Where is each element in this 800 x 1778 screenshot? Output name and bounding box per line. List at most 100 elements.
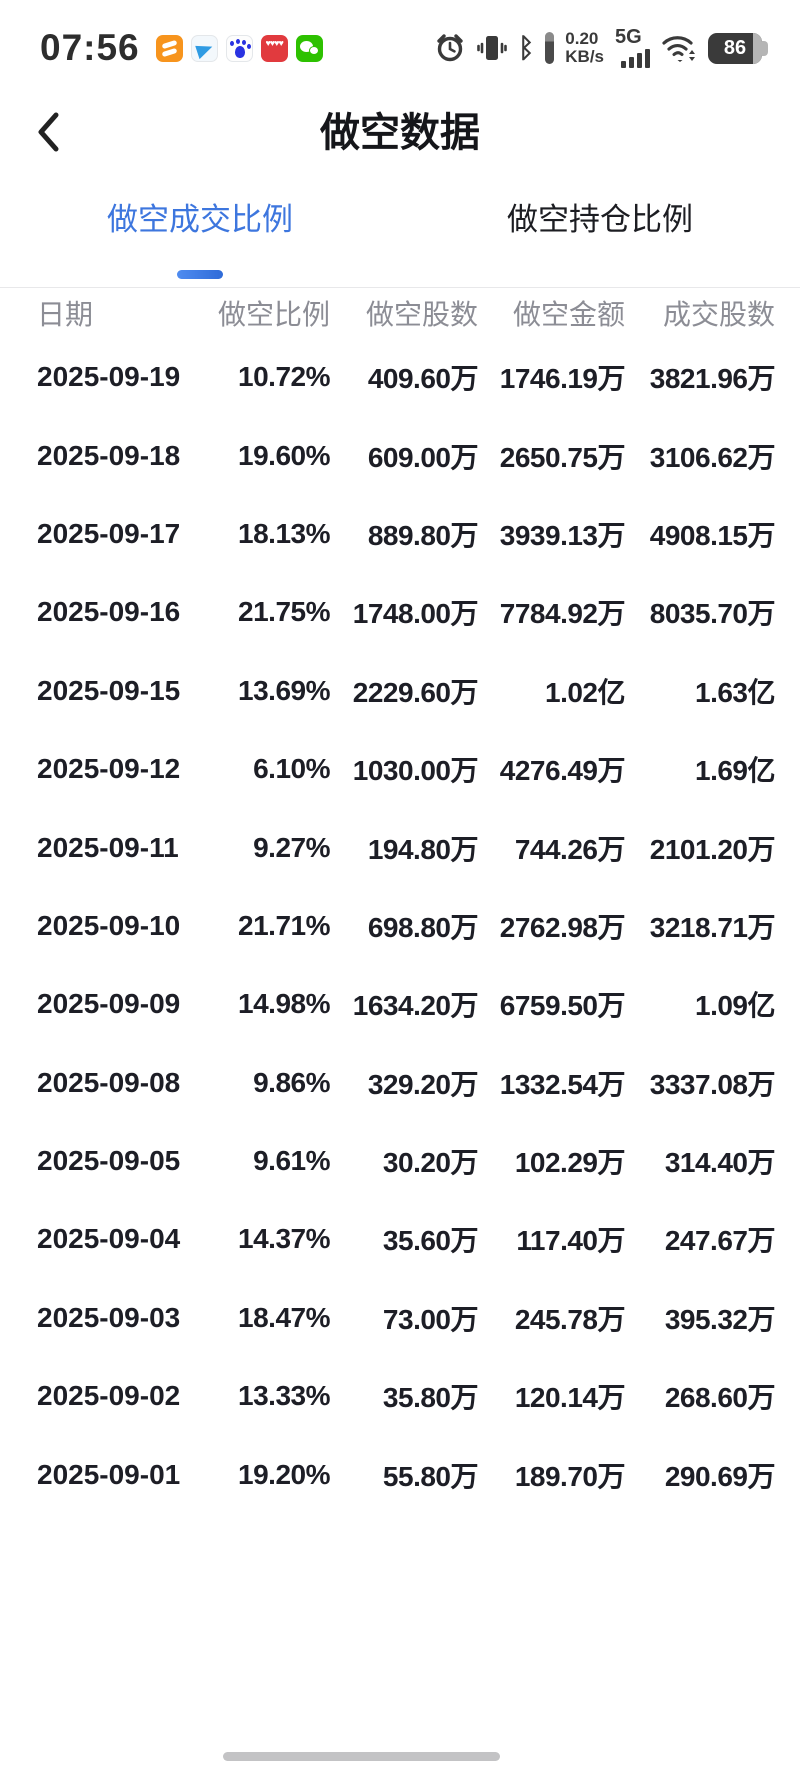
back-button[interactable] — [26, 106, 70, 158]
table-row: 2025-09-10 21.71% 698.80万 2762.98万 3218.… — [0, 887, 800, 965]
status-bar: 07:56 ♥♥♥♥ ᛒ 0.20 KB/s 5G — [0, 0, 800, 90]
cell-short-shares: 889.80万 — [367, 519, 479, 551]
cell-short-shares: 2229.60万 — [352, 676, 479, 708]
table-row: 2025-09-03 18.47% 73.00万 245.78万 395.32万 — [0, 1279, 800, 1357]
cell-traded-shares: 8035.70万 — [649, 598, 776, 630]
cell-date: 2025-09-16 — [37, 596, 181, 628]
tab-label: 做空持仓比例 — [507, 202, 693, 237]
cell-short-ratio: 18.13% — [238, 517, 330, 549]
cell-short-amount: 7784.92万 — [499, 598, 626, 630]
cell-traded-shares: 3821.96万 — [649, 363, 776, 395]
cell-short-shares: 73.00万 — [382, 1303, 479, 1335]
cell-short-shares: 1030.00万 — [352, 755, 479, 787]
cellular-signal: 5G — [615, 27, 650, 68]
cell-traded-shares: 4908.15万 — [649, 519, 776, 551]
table-row: 2025-09-12 6.10% 1030.00万 4276.49万 1.69亿 — [0, 730, 800, 808]
cell-short-amount: 2762.98万 — [499, 911, 626, 943]
cell-date: 2025-09-05 — [37, 1145, 181, 1177]
hearts-app-icon: ♥♥♥♥ — [260, 34, 288, 62]
cell-short-shares: 1634.20万 — [352, 990, 479, 1022]
wechat-app-icon — [295, 34, 323, 62]
chevron-left-icon — [38, 112, 59, 152]
cell-date: 2025-09-08 — [37, 1066, 181, 1098]
cell-short-amount: 744.26万 — [514, 833, 626, 865]
cell-date: 2025-09-02 — [37, 1380, 181, 1412]
table-row: 2025-09-11 9.27% 194.80万 744.26万 2101.20… — [0, 808, 800, 886]
clock-time: 07:56 — [40, 27, 140, 68]
cell-short-shares: 35.80万 — [382, 1382, 479, 1414]
cell-short-amount: 1332.54万 — [499, 1068, 626, 1100]
tab-short-position-ratio[interactable]: 做空持仓比例 — [400, 190, 800, 286]
cell-traded-shares: 290.69万 — [664, 1460, 776, 1492]
cell-short-ratio: 9.86% — [253, 1066, 330, 1098]
cell-short-shares: 30.20万 — [382, 1147, 479, 1179]
vibrate-mode-icon — [477, 36, 507, 60]
table-row: 2025-09-04 14.37% 35.60万 117.40万 247.67万 — [0, 1200, 800, 1278]
cell-short-amount: 189.70万 — [514, 1460, 626, 1492]
cell-short-ratio: 19.60% — [238, 439, 330, 471]
table-row: 2025-09-15 13.69% 2229.60万 1.02亿 1.63亿 — [0, 652, 800, 730]
cell-short-shares: 698.80万 — [367, 911, 479, 943]
cell-short-shares: 55.80万 — [382, 1460, 479, 1492]
active-tab-underline — [177, 270, 223, 279]
cell-date: 2025-09-11 — [37, 831, 179, 863]
cell-short-amount: 245.78万 — [514, 1303, 626, 1335]
table-row: 2025-09-01 19.20% 55.80万 189.70万 290.69万 — [0, 1435, 800, 1513]
column-header: 成交股数 — [662, 299, 775, 330]
network-speed-value: 0.20 — [565, 29, 599, 48]
cell-date: 2025-09-10 — [37, 909, 181, 941]
table-row: 2025-09-08 9.86% 329.20万 1332.54万 3337.0… — [0, 1044, 800, 1122]
cell-short-shares: 35.60万 — [382, 1225, 479, 1257]
cell-short-amount: 120.14万 — [514, 1382, 626, 1414]
cell-short-shares: 1748.00万 — [352, 598, 479, 630]
network-speed-unit: KB/s — [565, 47, 604, 66]
cell-traded-shares: 2101.20万 — [649, 833, 776, 865]
tab-divider — [0, 287, 800, 288]
cell-date: 2025-09-17 — [37, 517, 181, 549]
notification-app-icons: ♥♥♥♥ — [155, 34, 323, 62]
status-indicators: ᛒ 0.20 KB/s 5G 86 — [434, 27, 768, 68]
column-header: 做空金额 — [512, 299, 625, 330]
cell-short-shares: 194.80万 — [367, 833, 479, 865]
cell-short-shares: 609.00万 — [367, 441, 479, 473]
bluetooth-icon: ᛒ — [518, 32, 535, 64]
horizontal-scrollbar[interactable] — [223, 1752, 500, 1761]
cell-short-ratio: 10.72% — [238, 361, 330, 393]
table-row: 2025-09-17 18.13% 889.80万 3939.13万 4908.… — [0, 495, 800, 573]
column-header: 日期 — [37, 299, 94, 330]
cell-short-shares: 409.60万 — [367, 363, 479, 395]
cell-traded-shares: 1.63亿 — [695, 676, 776, 708]
cell-date: 2025-09-01 — [37, 1458, 181, 1490]
cell-short-ratio: 19.20% — [238, 1458, 330, 1490]
table-row: 2025-09-16 21.75% 1748.00万 7784.92万 8035… — [0, 573, 800, 651]
cell-traded-shares: 3218.71万 — [649, 911, 776, 943]
battery-indicator: 86 — [708, 32, 768, 64]
tab-bar: 做空成交比例 做空持仓比例 — [0, 190, 800, 286]
wifi-icon — [662, 36, 695, 62]
short-data-table: 日期 做空比例 做空股数 做空金额 成交股数 2025-09-19 10.72% 409… — [0, 288, 800, 1514]
table-row: 2025-09-02 13.33% 35.80万 120.14万 268.60万 — [0, 1357, 800, 1435]
cell-short-ratio: 6.10% — [253, 753, 330, 785]
battery-percent: 86 — [723, 36, 747, 59]
cell-short-ratio: 9.61% — [253, 1145, 330, 1177]
table-header-row: 日期 做空比例 做空股数 做空金额 成交股数 — [0, 288, 800, 338]
cell-traded-shares: 3106.62万 — [649, 441, 776, 473]
alarm-clock-icon — [437, 34, 463, 62]
cell-short-ratio: 21.71% — [238, 909, 330, 941]
cell-short-amount: 117.40万 — [516, 1225, 625, 1257]
cell-short-ratio: 9.27% — [253, 831, 330, 863]
bluetooth-battery-icon — [545, 32, 555, 64]
cell-date: 2025-09-04 — [37, 1223, 181, 1255]
cell-traded-shares: 395.32万 — [664, 1303, 776, 1335]
cell-short-ratio: 14.37% — [238, 1223, 330, 1255]
tab-label: 做空成交比例 — [107, 202, 293, 237]
cell-date: 2025-09-15 — [37, 674, 181, 706]
cell-traded-shares: 1.69亿 — [695, 755, 776, 787]
cell-short-amount: 2650.75万 — [499, 441, 626, 473]
paper-plane-app-icon — [190, 34, 218, 62]
tab-short-volume-ratio[interactable]: 做空成交比例 — [0, 190, 400, 286]
cell-short-shares: 329.20万 — [367, 1068, 479, 1100]
page-title: 做空数据 — [320, 111, 480, 155]
cell-short-ratio: 18.47% — [238, 1301, 330, 1333]
cell-short-ratio: 21.75% — [238, 596, 330, 628]
